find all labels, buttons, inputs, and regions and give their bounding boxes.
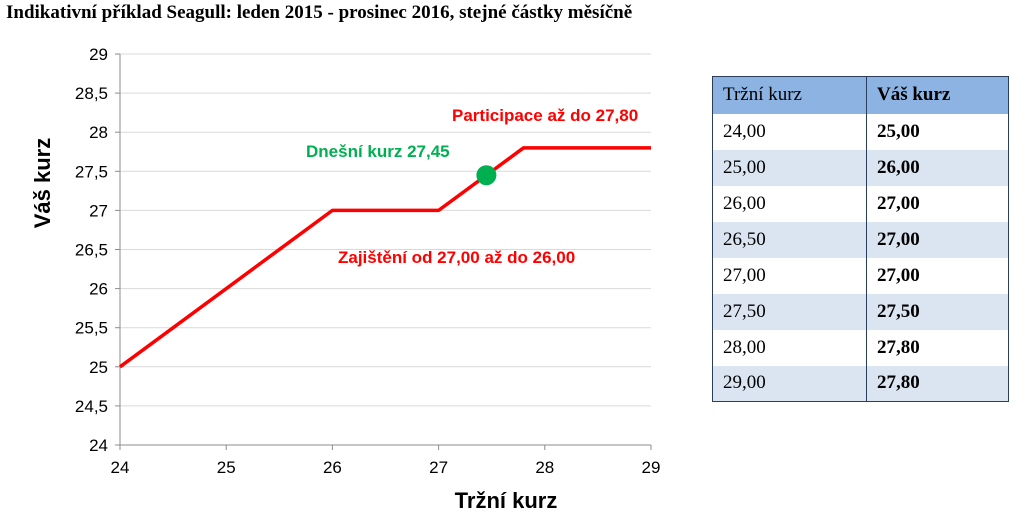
table-row: 25,00 26,00 [712, 149, 1009, 186]
series-line [118, 146, 651, 369]
cell-market-rate: 27,50 [712, 293, 867, 330]
annotation-hedge: Zajištění od 27,00 až do 26,00 [338, 248, 575, 267]
y-tick-label: 25,5 [75, 319, 108, 338]
annotation-participation: Participace až do 27,80 [452, 106, 638, 125]
cell-your-rate: 26,00 [866, 149, 1009, 186]
current-rate-marker [476, 165, 497, 186]
x-tick-label: 25 [217, 458, 236, 477]
x-tick-label: 28 [535, 458, 554, 477]
x-tick-label: 26 [323, 458, 342, 477]
y-tick-labels: 24 24,5 25 25,5 26 26,5 27 27,5 28 28,5 29 [75, 45, 108, 455]
cell-market-rate: 28,00 [712, 329, 867, 366]
x-tick-labels: 24 25 26 27 28 29 [111, 458, 661, 477]
column-header-your-rate: Váš kurz [866, 76, 1009, 114]
rate-table: Tržní kurz Váš kurz 24,00 25,00 25,00 26,00… [712, 76, 1009, 402]
x-tick-label: 29 [642, 458, 661, 477]
table-row: 24,00 25,00 [712, 113, 1009, 150]
y-tick-label: 26 [89, 280, 108, 299]
y-tick-label: 27,5 [75, 162, 108, 181]
cell-your-rate: 27,50 [866, 293, 1009, 330]
cell-your-rate: 27,80 [866, 365, 1009, 402]
cell-market-rate: 27,00 [712, 257, 867, 294]
y-tick-label: 24 [89, 436, 108, 455]
cell-your-rate: 27,00 [866, 221, 1009, 258]
y-tick-label: 29 [89, 45, 108, 64]
table-row: 27,00 27,00 [712, 257, 1009, 294]
cell-market-rate: 26,00 [712, 185, 867, 222]
cell-your-rate: 27,80 [866, 329, 1009, 366]
cell-your-rate: 27,00 [866, 185, 1009, 222]
y-axis-title: Váš kurz [30, 138, 55, 229]
table-row: 28,00 27,80 [712, 329, 1009, 366]
x-tick-label: 27 [429, 458, 448, 477]
x-axis-title: Tržní kurz [455, 488, 558, 513]
table-row: 27,50 27,50 [712, 293, 1009, 330]
y-tick-label: 24,5 [75, 397, 108, 416]
table-row: 26,50 27,00 [712, 221, 1009, 258]
cell-your-rate: 27,00 [866, 257, 1009, 294]
cell-your-rate: 25,00 [866, 113, 1009, 150]
y-tick-label: 27 [89, 201, 108, 220]
y-tick-label: 26,5 [75, 241, 108, 260]
annotation-current-rate: Dnešní kurz 27,45 [306, 142, 450, 161]
x-tick-label: 24 [111, 458, 130, 477]
series-layer [118, 146, 651, 369]
cell-market-rate: 24,00 [712, 113, 867, 150]
cell-market-rate: 25,00 [712, 149, 867, 186]
column-header-market-rate: Tržní kurz [712, 76, 867, 114]
y-tick-label: 28 [89, 123, 108, 142]
page-title: Indikativní příklad Seagull: leden 2015 … [6, 2, 633, 23]
table-row: 26,00 27,00 [712, 185, 1009, 222]
cell-market-rate: 26,50 [712, 221, 867, 258]
axes [115, 53, 652, 450]
table-header-row: Tržní kurz Váš kurz [712, 76, 1009, 114]
table-row: 29,00 27,80 [712, 365, 1009, 402]
cell-market-rate: 29,00 [712, 365, 867, 402]
y-tick-label: 25 [89, 358, 108, 377]
y-tick-label: 28,5 [75, 84, 108, 103]
